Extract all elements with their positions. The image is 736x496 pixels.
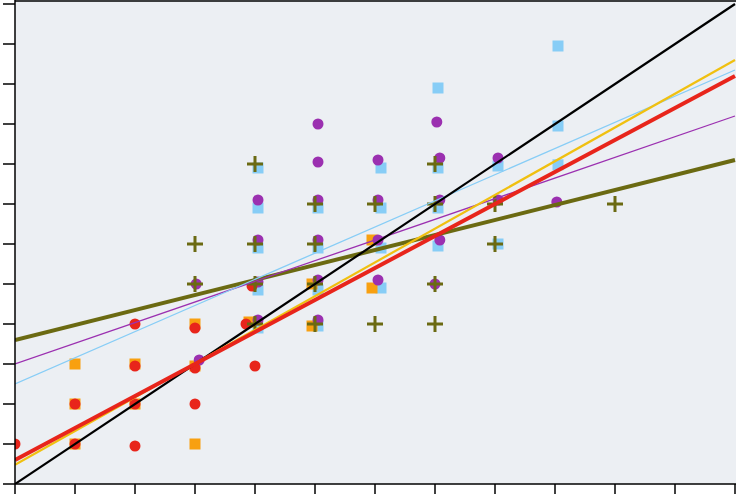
y-tick bbox=[3, 43, 15, 45]
plus-point bbox=[247, 156, 263, 172]
circle-point bbox=[130, 361, 141, 372]
fit-line bbox=[15, 116, 735, 364]
circle-point bbox=[250, 361, 261, 372]
x-tick bbox=[314, 484, 316, 494]
fit-line bbox=[15, 76, 735, 460]
fit-line bbox=[15, 60, 735, 465]
circle-point bbox=[313, 119, 324, 130]
x-tick bbox=[434, 484, 436, 494]
plus-point bbox=[187, 236, 203, 252]
plus-point bbox=[307, 316, 323, 332]
y-tick bbox=[3, 3, 15, 5]
series bbox=[15, 76, 735, 460]
series bbox=[15, 4, 735, 484]
y-tick bbox=[3, 123, 15, 125]
series bbox=[15, 160, 735, 340]
plus-point bbox=[367, 316, 383, 332]
x-tick bbox=[674, 484, 676, 494]
fit-line bbox=[15, 4, 735, 484]
square-point bbox=[190, 439, 201, 450]
x-tick bbox=[374, 484, 376, 494]
y-tick bbox=[3, 283, 15, 285]
y-tick bbox=[3, 483, 15, 485]
chart bbox=[0, 0, 736, 496]
x-tick bbox=[194, 484, 196, 494]
square-point bbox=[433, 83, 444, 94]
plus-point bbox=[307, 236, 323, 252]
x-tick bbox=[554, 484, 556, 494]
y-axis bbox=[14, 0, 16, 484]
plus-point bbox=[427, 156, 443, 172]
circle-point bbox=[130, 441, 141, 452]
circle-point bbox=[190, 323, 201, 334]
series bbox=[191, 117, 563, 366]
square-point bbox=[553, 41, 564, 52]
circle-point bbox=[373, 155, 384, 166]
series bbox=[15, 116, 735, 364]
circle-point bbox=[15, 439, 21, 450]
x-tick bbox=[494, 484, 496, 494]
series bbox=[15, 281, 261, 452]
series bbox=[15, 60, 735, 465]
plus-point bbox=[247, 236, 263, 252]
circle-point bbox=[431, 117, 442, 128]
circle-point bbox=[190, 399, 201, 410]
x-tick bbox=[254, 484, 256, 494]
x-tick bbox=[14, 484, 16, 494]
series bbox=[253, 41, 564, 334]
circle-point bbox=[313, 157, 324, 168]
circle-point bbox=[70, 399, 81, 410]
x-tick bbox=[74, 484, 76, 494]
circle-point bbox=[373, 275, 384, 286]
y-tick bbox=[3, 443, 15, 445]
y-tick bbox=[3, 403, 15, 405]
y-tick bbox=[3, 163, 15, 165]
y-tick bbox=[3, 243, 15, 245]
y-tick bbox=[3, 363, 15, 365]
y-tick bbox=[3, 323, 15, 325]
circle-point bbox=[253, 195, 264, 206]
y-tick bbox=[3, 203, 15, 205]
fit-line bbox=[15, 160, 735, 340]
x-tick bbox=[134, 484, 136, 494]
x-tick bbox=[734, 484, 736, 494]
fit-line bbox=[15, 70, 735, 384]
plus-point bbox=[487, 236, 503, 252]
plus-point bbox=[187, 276, 203, 292]
plus-point bbox=[607, 196, 623, 212]
plus-point bbox=[427, 316, 443, 332]
plus-point bbox=[427, 276, 443, 292]
square-point bbox=[70, 399, 81, 410]
plus-point bbox=[367, 196, 383, 212]
frame-top bbox=[15, 0, 736, 2]
y-tick bbox=[3, 83, 15, 85]
x-tick bbox=[614, 484, 616, 494]
plus-point bbox=[307, 196, 323, 212]
series bbox=[15, 70, 735, 384]
plot-area bbox=[15, 4, 735, 484]
plot-background bbox=[15, 0, 736, 484]
